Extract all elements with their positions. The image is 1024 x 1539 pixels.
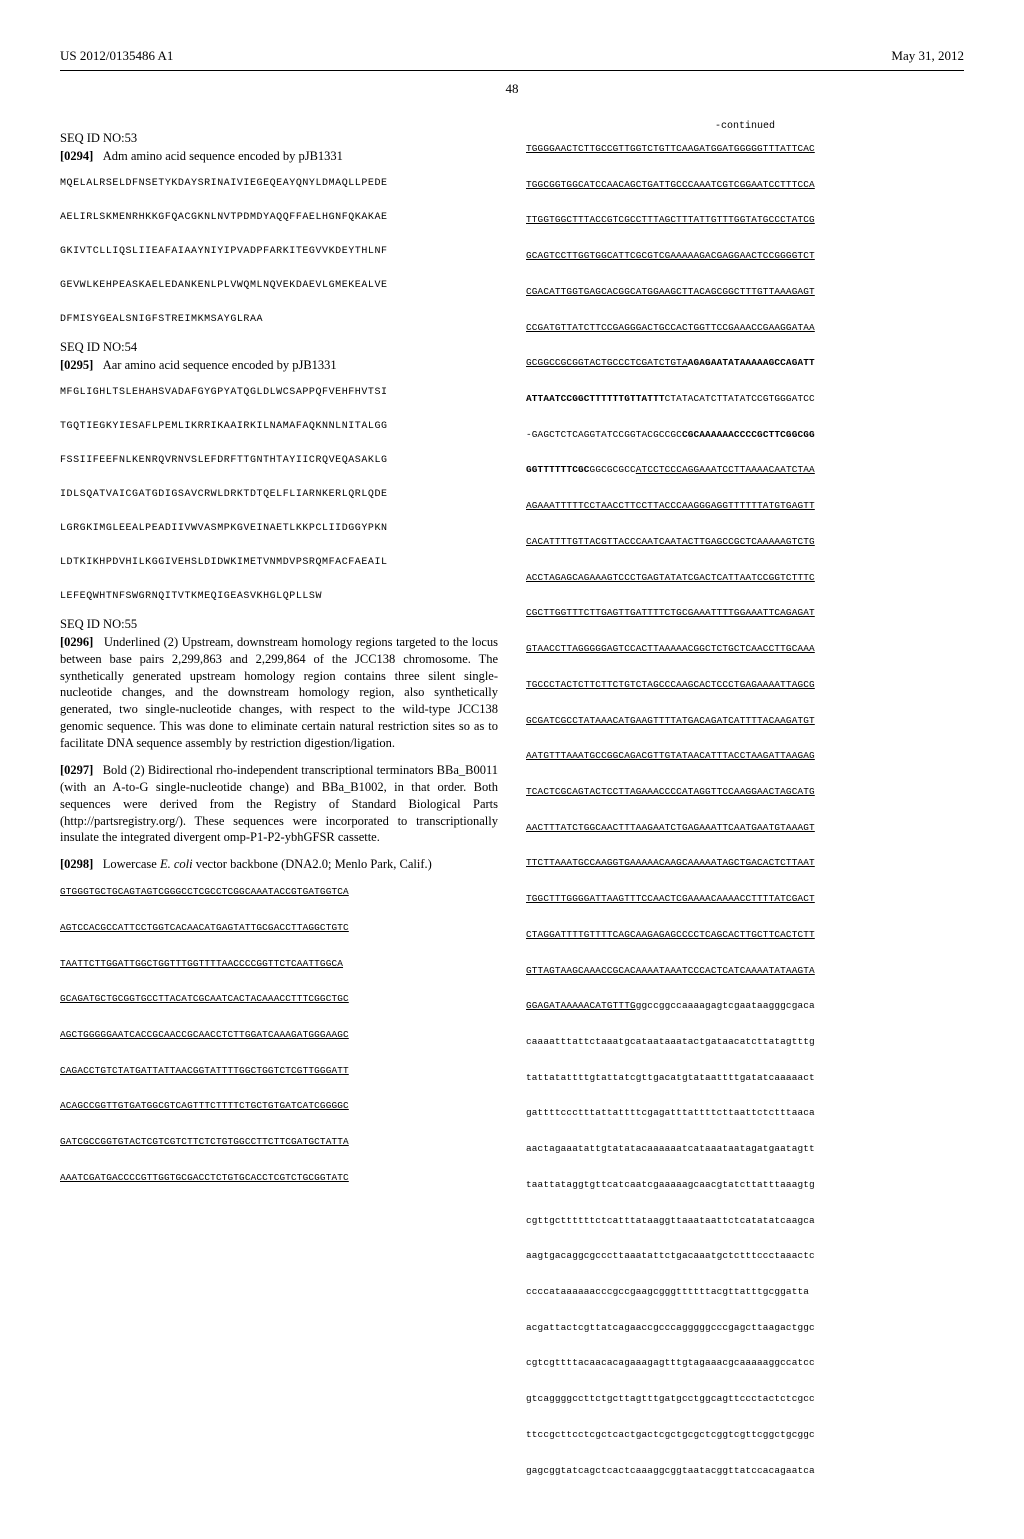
seq54-sequence: MFGLIGHLTSLEHAHSVADAFGYGPYATQGLDLWCSAPPQ… — [60, 384, 498, 605]
para-0294: [0294] Adm amino acid sequence encoded b… — [60, 148, 498, 165]
para-body: Adm amino acid sequence encoded by pJB13… — [103, 149, 343, 163]
seq53-sequence: MQELALRSELDFNSETYKDAYSRINAIVIEGEQEAYQNYL… — [60, 175, 498, 328]
para-0298: [0298] Lowercase E. coli vector backbone… — [60, 856, 498, 873]
seq53-label: SEQ ID NO:53 — [60, 131, 498, 146]
para-body-italic: E. coli — [160, 857, 193, 871]
continued-label: -continued — [526, 121, 964, 132]
right-column: -continued TGGGGAACTCTTGCCGTTGGTCTGTTCAA… — [526, 121, 964, 1479]
para-0296: [0296] Underlined (2) Upstream, downstre… — [60, 634, 498, 752]
para-body-a: Lowercase — [103, 857, 160, 871]
para-body-b: vector backbone (DNA2.0; Menlo Park, Cal… — [193, 857, 432, 871]
para-num: [0294] — [60, 149, 93, 163]
para-body: Bold (2) Bidirectional rho-independent t… — [60, 763, 498, 845]
para-num: [0295] — [60, 358, 93, 372]
left-column: SEQ ID NO:53 [0294] Adm amino acid seque… — [60, 121, 498, 1479]
dna-right-block: TGGGGAACTCTTGCCGTTGGTCTGTTCAAGATGGATGGGG… — [526, 140, 964, 1479]
doc-date: May 31, 2012 — [891, 48, 964, 64]
page-number: 48 — [60, 81, 964, 97]
seq55-label: SEQ ID NO:55 — [60, 617, 498, 632]
para-0295: [0295] Aar amino acid sequence encoded b… — [60, 357, 498, 374]
para-0297: [0297] Bold (2) Bidirectional rho-indepe… — [60, 762, 498, 846]
dna-left-block: GTGGGTGCTGCAGTAGTCGGGCCTCGCCTCGGCAAATACC… — [60, 883, 498, 1187]
header-rule — [60, 70, 964, 71]
para-body: Aar amino acid sequence encoded by pJB13… — [103, 358, 337, 372]
para-num: [0296] — [60, 635, 93, 649]
seq54-label: SEQ ID NO:54 — [60, 340, 498, 355]
para-num: [0297] — [60, 763, 93, 777]
para-num: [0298] — [60, 857, 93, 871]
para-body: Underlined (2) Upstream, downstream homo… — [60, 635, 498, 750]
doc-id: US 2012/0135486 A1 — [60, 48, 173, 64]
